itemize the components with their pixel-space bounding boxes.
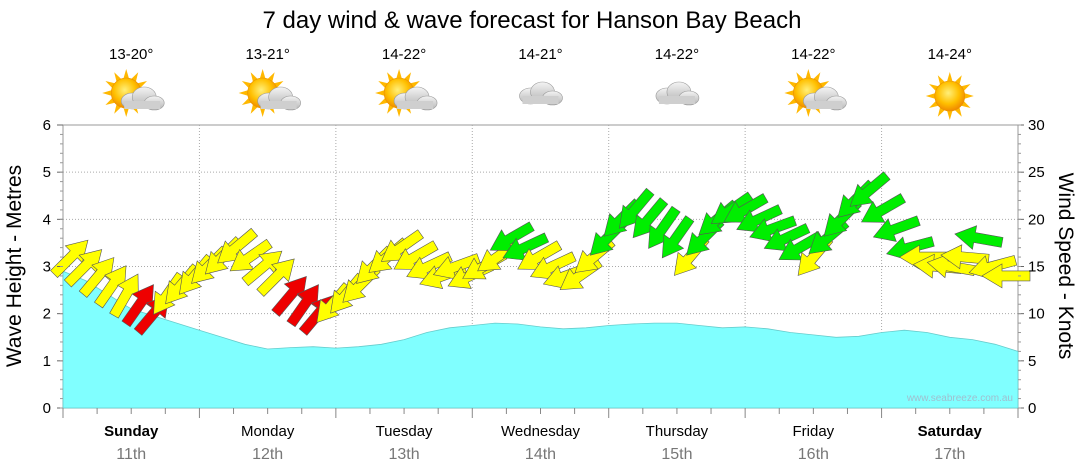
wind-arrow (778, 230, 824, 261)
wind-arrow (406, 251, 453, 280)
y-tick-label-right: 15 (1028, 259, 1045, 276)
date-label: 12th (252, 446, 283, 463)
temperature-range: 14-24° (928, 46, 972, 63)
temperature-range: 14-22° (655, 46, 699, 63)
date-label: 16th (798, 446, 829, 463)
partly-cloudy-icon (102, 69, 165, 117)
y-tick-label-right: 25 (1028, 164, 1045, 181)
wind-arrow (109, 273, 139, 319)
wind-arrow (489, 221, 535, 251)
wind-arrow (286, 284, 319, 328)
wind-arrow (393, 240, 439, 270)
y-tick-label-right: 0 (1028, 400, 1036, 417)
wind-arrow (380, 229, 424, 262)
y-tick-label-left: 3 (43, 259, 51, 276)
y-axis-label-left: Wave Height - Metres (3, 165, 26, 367)
wind-arrow (530, 251, 577, 280)
wind-arrow (954, 225, 1004, 250)
date-label: 14th (525, 446, 556, 463)
chart-title: 7 day wind & wave forecast for Hanson Ba… (263, 7, 802, 34)
y-tick-label-left: 2 (43, 306, 51, 323)
day-label: Tuesday (376, 423, 433, 440)
wind-arrow (749, 215, 797, 242)
wave-height-area (62, 270, 1019, 409)
y-tick-label-left: 6 (43, 117, 51, 134)
day-label: Sunday (104, 423, 159, 440)
wind-arrow (849, 171, 891, 207)
wind-arrow (229, 238, 273, 272)
day-label: Thursday (646, 423, 709, 440)
sunny-icon (925, 72, 974, 120)
wind-arrow (256, 258, 295, 297)
wind-arrow (217, 227, 259, 264)
y-tick-label-right: 10 (1028, 306, 1045, 323)
wind-arrow (926, 253, 976, 279)
wind-arrow (78, 257, 115, 298)
date-label: 13th (389, 446, 420, 463)
wind-arrow (50, 239, 89, 279)
wind-arrow (94, 265, 127, 309)
day-label: Monday (241, 423, 295, 440)
y-tick-label-left: 0 (43, 400, 51, 417)
wind-arrow (63, 249, 103, 288)
wind-arrow (432, 253, 481, 280)
day-label: Wednesday (501, 423, 580, 440)
wind-arrow (502, 232, 550, 261)
wind-arrow (517, 240, 563, 270)
wind-arrow (271, 275, 307, 317)
temperature-range: 14-21° (518, 46, 562, 63)
y-tick-label-left: 4 (43, 211, 51, 228)
wind-arrow (121, 284, 154, 328)
partly-cloudy-icon (238, 69, 301, 117)
date-label: 11th (116, 446, 146, 463)
day-label: Saturday (918, 423, 983, 440)
wind-arrow (736, 204, 783, 233)
wind-arrow (763, 223, 811, 252)
y-tick-label-right: 20 (1028, 211, 1045, 228)
date-label: 15th (661, 446, 692, 463)
y-tick-label-left: 1 (43, 353, 51, 370)
wind-arrow (723, 193, 769, 223)
y-tick-label-right: 30 (1028, 117, 1045, 134)
wind-arrow (940, 244, 990, 270)
wind-arrow (861, 193, 906, 223)
y-axis-label-right: Wind Speed - Knots (1054, 173, 1077, 360)
wind-arrow (241, 250, 283, 287)
date-label: 17th (934, 446, 965, 463)
cloudy-icon (519, 81, 563, 106)
temperature-range: 14-22° (382, 46, 426, 63)
y-tick-label-right: 5 (1028, 353, 1036, 370)
wind-arrow (981, 263, 1031, 289)
wind-arrow (872, 215, 921, 242)
day-label: Friday (793, 423, 835, 440)
cloudy-icon (655, 81, 700, 106)
partly-cloudy-icon (784, 69, 847, 117)
temperature-range: 13-21° (245, 46, 289, 63)
partly-cloudy-icon (375, 69, 438, 117)
watermark: www.seabreeze.com.au (906, 393, 1013, 404)
temperature-range: 14-22° (791, 46, 835, 63)
y-tick-label-left: 5 (43, 164, 51, 181)
wind-arrow (661, 215, 695, 259)
temperature-range: 13-20° (109, 46, 153, 63)
